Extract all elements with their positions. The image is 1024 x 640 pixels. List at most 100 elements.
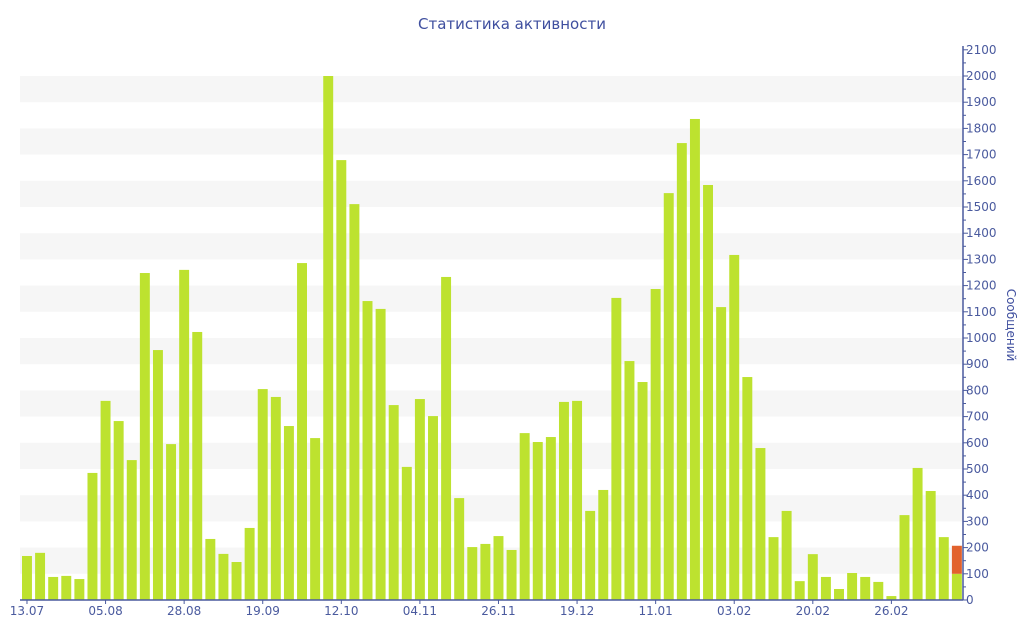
bar-main [139, 273, 150, 600]
bar-main [532, 442, 543, 600]
bar-main [847, 573, 858, 600]
bar-main [231, 562, 242, 600]
x-tick-label: 05.08 [88, 604, 122, 618]
y-tick-label: 1800 [966, 121, 997, 135]
bar-main [585, 510, 596, 600]
bar-main [257, 389, 268, 600]
bar-main [205, 538, 216, 600]
bar-main [218, 553, 229, 600]
x-tick-label: 11.01 [638, 604, 672, 618]
x-tick-label: 28.08 [167, 604, 201, 618]
bar-main [598, 489, 609, 600]
grid-band [20, 390, 963, 417]
bar-main [480, 543, 491, 600]
grid-band [20, 547, 963, 574]
y-tick-label: 900 [966, 357, 989, 371]
bar-main [807, 554, 818, 600]
y-tick-label: 300 [966, 514, 989, 528]
bar-main [572, 400, 583, 600]
bar-main [179, 269, 190, 600]
bar-main [663, 193, 674, 600]
chart-title: Статистика активности [418, 15, 606, 33]
bar-main [860, 576, 871, 600]
grid-band [20, 233, 963, 260]
bar-main [74, 579, 85, 600]
bar-main [441, 276, 452, 600]
bar-main [454, 498, 465, 600]
bar-main [192, 331, 203, 600]
bar-main [912, 467, 923, 600]
bar-main [35, 552, 46, 600]
x-tick-label: 19.09 [246, 604, 280, 618]
y-tick-label: 1500 [966, 200, 997, 214]
bar-main [244, 527, 255, 600]
x-tick-label: 04.11 [403, 604, 437, 618]
bar-main [297, 263, 307, 600]
bar-main [781, 510, 792, 600]
y-tick-label: 1400 [966, 226, 997, 240]
bar-main [166, 444, 177, 600]
x-tick-label: 03.02 [717, 604, 751, 618]
grid-band [20, 285, 963, 312]
y-tick-label: 600 [966, 436, 989, 450]
bar-main [87, 472, 98, 600]
bar-main [834, 588, 844, 600]
bar-main [873, 581, 884, 600]
x-tick-label: 13.07 [10, 604, 44, 618]
bar-main [624, 361, 635, 600]
y-tick-label: 500 [966, 462, 989, 476]
bar-main [414, 399, 425, 600]
y-tick-label: 2100 [966, 43, 997, 57]
bar-main [650, 289, 661, 600]
bar-main [48, 576, 59, 600]
bar-main [558, 401, 569, 600]
bar-main [61, 575, 72, 600]
bar-main [270, 396, 281, 600]
bar-main [768, 537, 779, 600]
y-tick-label: 400 [966, 488, 989, 502]
bar-main [349, 204, 360, 601]
bar-main [925, 491, 936, 600]
x-tick-label: 20.02 [796, 604, 830, 618]
bar-main [545, 437, 556, 600]
y-tick-label: 0 [966, 593, 974, 607]
bar-main [611, 297, 622, 600]
y-tick-label: 1300 [966, 252, 997, 266]
y-tick-label: 1200 [966, 279, 997, 293]
grid-band [20, 76, 963, 103]
bar-main [323, 76, 334, 600]
y-tick-label: 100 [966, 567, 989, 581]
bar-main [703, 184, 714, 600]
bar-main [729, 254, 740, 601]
bar-main [283, 426, 294, 600]
x-tick-label: 19.12 [560, 604, 594, 618]
bar-main [467, 547, 478, 600]
y-axis-label: Сообщений [1004, 288, 1018, 362]
bar-main [113, 421, 124, 600]
bar-current [951, 545, 962, 574]
bar-main [820, 576, 831, 600]
x-tick-label: 12.10 [324, 604, 358, 618]
y-tick-label: 1600 [966, 174, 997, 188]
bar-main [742, 377, 753, 600]
bar-main [519, 433, 530, 600]
y-tick-label: 1000 [966, 331, 997, 345]
x-tick-label: 26.02 [874, 604, 908, 618]
bar-main [676, 143, 687, 600]
grid-band [20, 442, 963, 469]
bar-main [689, 118, 700, 600]
bar-main [22, 555, 32, 600]
grid-band [20, 338, 963, 365]
bar-main [362, 301, 373, 600]
bar-main [951, 573, 962, 600]
bar-main [755, 448, 766, 600]
y-tick-label: 200 [966, 541, 989, 555]
bar-main [886, 596, 897, 600]
bar-main [428, 416, 438, 600]
bar-main [100, 400, 111, 600]
bar-main [794, 581, 805, 600]
bar-main [336, 160, 347, 601]
bar-main [310, 438, 321, 600]
y-tick-label: 700 [966, 410, 989, 424]
